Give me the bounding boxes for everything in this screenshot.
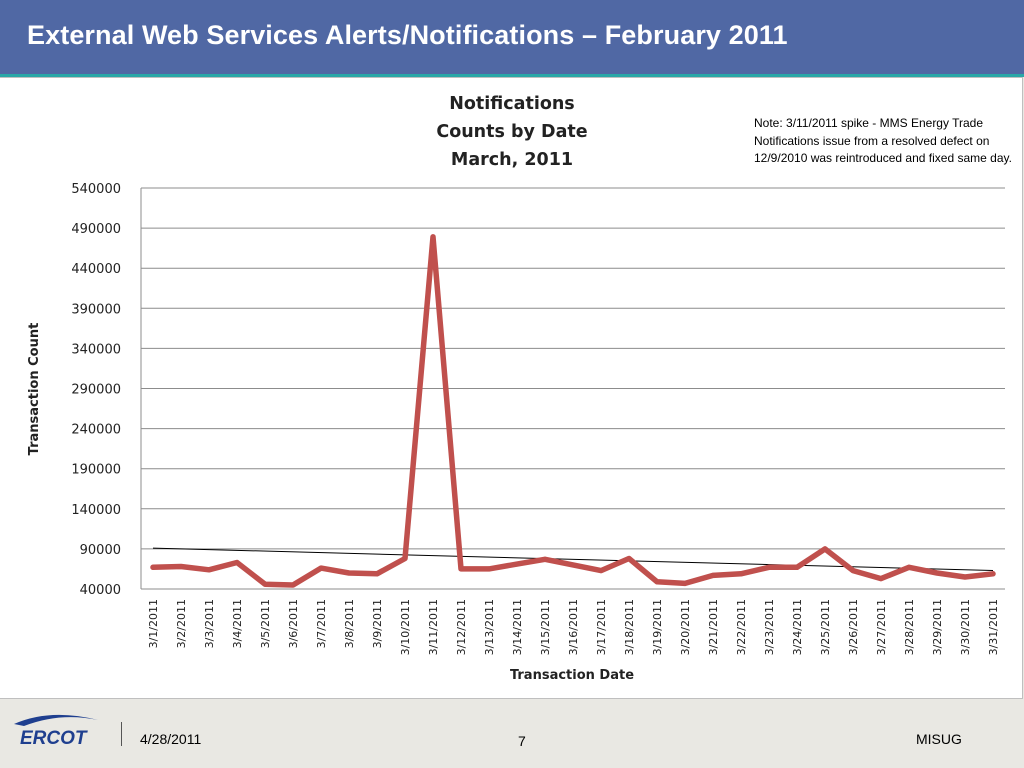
x-tick-label: 3/26/2011	[847, 599, 860, 655]
title-accent-rule	[0, 74, 1024, 77]
trend-line	[152, 547, 994, 572]
data-point	[850, 568, 856, 574]
data-point	[570, 562, 576, 568]
line-chart: Notifications Counts by Date March, 2011 40…	[27, 94, 1005, 683]
y-tick-label: 490000	[71, 222, 121, 237]
x-tick-label: 3/22/2011	[735, 599, 748, 655]
x-tick-label: 3/14/2011	[511, 599, 524, 655]
x-tick-label: 3/18/2011	[623, 599, 636, 655]
x-tick-label: 3/13/2011	[483, 599, 496, 655]
x-tick-label: 3/25/2011	[819, 599, 832, 655]
y-tick-label: 140000	[71, 503, 121, 518]
x-tick-label: 3/12/2011	[455, 599, 468, 655]
data-point	[542, 556, 548, 562]
x-tick-label: 3/27/2011	[875, 599, 888, 655]
series-line	[150, 234, 996, 588]
x-tick-label: 3/21/2011	[707, 599, 720, 655]
data-point	[374, 571, 380, 577]
data-point	[486, 566, 492, 572]
chart-title-line: Counts by Date	[436, 122, 587, 142]
x-tick-label: 3/8/2011	[343, 599, 356, 648]
data-point	[402, 556, 408, 562]
x-tick-label: 3/20/2011	[679, 599, 692, 655]
chart-note: Note: 3/11/2011 spike - MMS Energy Trade…	[754, 116, 1012, 165]
y-tick-label: 340000	[71, 342, 121, 357]
x-tick-label: 3/1/2011	[147, 599, 160, 648]
x-tick-label: 3/28/2011	[903, 599, 916, 655]
ercot-logo: ERCOT	[14, 714, 98, 749]
y-tick-label: 90000	[80, 543, 121, 558]
y-tick-label: 240000	[71, 423, 121, 438]
y-tick-label: 290000	[71, 383, 121, 398]
data-point	[178, 564, 184, 570]
data-point	[234, 560, 240, 566]
data-point	[598, 568, 604, 574]
y-tick-label: 540000	[71, 182, 121, 197]
chart-title-line: Notifications	[449, 94, 574, 114]
data-point	[262, 581, 268, 587]
x-tick-label: 3/6/2011	[287, 599, 300, 648]
slide-title: External Web Services Alerts/Notificatio…	[27, 20, 788, 50]
data-point	[738, 571, 744, 577]
x-tick-label: 3/9/2011	[371, 599, 384, 648]
x-tick-label: 3/29/2011	[931, 599, 944, 655]
x-tick-label: 3/10/2011	[399, 599, 412, 655]
data-point	[766, 564, 772, 570]
data-point	[990, 571, 996, 577]
data-point	[822, 546, 828, 552]
data-point	[906, 564, 912, 570]
data-point	[878, 576, 884, 582]
x-tick-label: 3/17/2011	[595, 599, 608, 655]
data-point	[458, 566, 464, 572]
data-point	[934, 570, 940, 576]
chart-title-line: March, 2011	[451, 150, 573, 170]
data-point	[626, 556, 632, 562]
x-tick-label: 3/31/2011	[987, 599, 1000, 655]
data-point	[318, 565, 324, 571]
y-tick-label: 440000	[71, 262, 121, 277]
x-tick-label: 3/23/2011	[763, 599, 776, 655]
chart-area: Notifications Counts by Date March, 2011 40…	[0, 77, 1023, 699]
x-tick-label: 3/7/2011	[315, 599, 328, 648]
footer-date: 4/28/2011	[140, 731, 202, 747]
data-point	[206, 567, 212, 573]
x-axis-title: Transaction Date	[510, 668, 634, 683]
data-point	[794, 564, 800, 570]
data-point	[514, 561, 520, 567]
data-point	[346, 570, 352, 576]
x-tick-label: 3/19/2011	[651, 599, 664, 655]
footer-org: MISUG	[916, 731, 962, 747]
x-tick-label: 3/2/2011	[175, 599, 188, 648]
data-point	[654, 579, 660, 585]
data-point	[150, 564, 156, 570]
page-number: 7	[518, 733, 526, 749]
svg-text:ERCOT: ERCOT	[20, 728, 88, 749]
data-point	[682, 580, 688, 586]
y-tick-label: 40000	[80, 583, 121, 598]
data-point	[710, 572, 716, 578]
y-tick-label: 390000	[71, 302, 121, 317]
x-tick-label: 3/30/2011	[959, 599, 972, 655]
data-point	[290, 582, 296, 588]
x-tick-label: 3/4/2011	[231, 599, 244, 648]
y-axis-title: Transaction Count	[27, 323, 42, 456]
y-tick-label: 190000	[71, 463, 121, 478]
title-bar: External Web Services Alerts/Notificatio…	[0, 0, 1024, 74]
x-tick-label: 3/11/2011	[427, 599, 440, 655]
x-tick-label: 3/3/2011	[203, 599, 216, 648]
x-tick-label: 3/5/2011	[259, 599, 272, 648]
data-point	[430, 234, 436, 240]
x-tick-label: 3/16/2011	[567, 599, 580, 655]
footer-divider	[121, 722, 122, 746]
x-tick-label: 3/24/2011	[791, 599, 804, 655]
x-tick-label: 3/15/2011	[539, 599, 552, 655]
data-point	[962, 574, 968, 580]
